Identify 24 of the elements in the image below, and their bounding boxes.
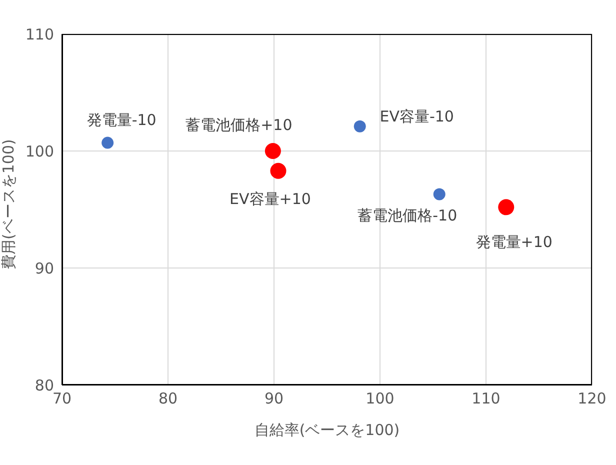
x-tick-label: 120	[578, 390, 606, 408]
annotation: 蓄電池価格+10	[186, 116, 292, 134]
point	[498, 199, 514, 216]
y-tick-label: 80	[34, 376, 54, 394]
y-axis-title: 費用(ベースを100)	[0, 139, 18, 270]
annotation: 蓄電池価格-10	[358, 206, 458, 224]
x-tick-label: 80	[158, 390, 178, 408]
annotation: EV容量-10	[380, 107, 454, 126]
annotation: 発電量+10	[476, 233, 552, 252]
point	[354, 120, 366, 132]
x-tick-label: 90	[264, 390, 284, 408]
point	[433, 188, 446, 200]
y-tick-label: 90	[34, 259, 54, 278]
point	[264, 143, 281, 159]
x-tick-label: 110	[472, 390, 500, 408]
y-tick-label: 110	[25, 25, 54, 44]
x-axis-title: 自給率(ベースを100)	[254, 421, 400, 439]
y-tick-label: 100	[25, 142, 54, 160]
x-tick-label: 70	[52, 390, 72, 408]
x-tick-label: 100	[366, 390, 394, 408]
point	[270, 162, 286, 179]
annotation: 発電量-10	[86, 110, 156, 129]
point	[102, 136, 114, 149]
annotation: EV容量+10	[230, 190, 311, 208]
